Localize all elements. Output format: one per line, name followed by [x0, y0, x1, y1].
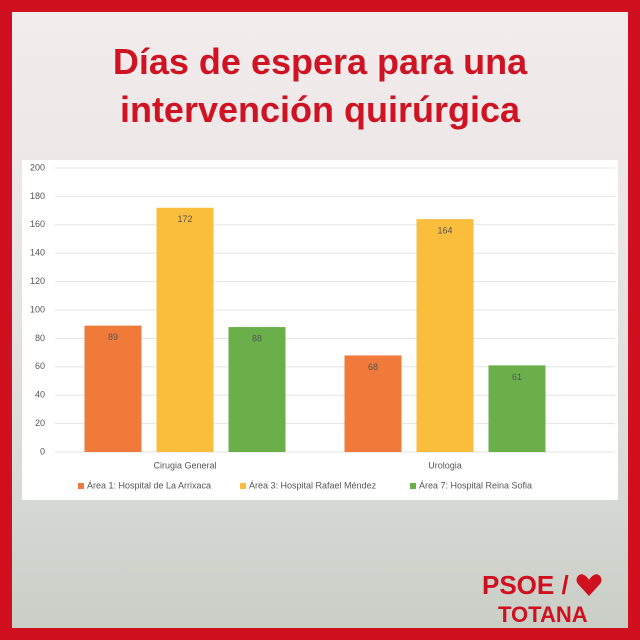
x-tick-label: Cirugia General	[153, 460, 216, 470]
legend-swatch	[78, 483, 84, 489]
y-tick-label: 20	[35, 418, 45, 428]
logo: PSOE /	[482, 570, 602, 601]
y-tick-label: 200	[30, 162, 45, 172]
value-label: 61	[512, 372, 522, 382]
bar	[156, 207, 214, 452]
y-tick-label: 60	[35, 361, 45, 371]
y-tick-label: 100	[30, 304, 45, 314]
bar	[416, 219, 474, 452]
y-tick-label: 140	[30, 248, 45, 258]
bar	[488, 365, 546, 452]
value-label: 88	[252, 333, 262, 343]
bar	[228, 327, 286, 452]
logo-text: PSOE /	[482, 570, 569, 600]
bar	[84, 325, 142, 452]
chart-title: Días de espera para una intervención qui…	[112, 41, 528, 130]
value-label: 68	[368, 362, 378, 372]
y-tick-label: 160	[30, 219, 45, 229]
value-label: 89	[108, 332, 118, 342]
bar	[344, 355, 402, 452]
y-tick-label: 80	[35, 333, 45, 343]
value-label: 164	[437, 225, 452, 235]
y-tick-label: 40	[35, 390, 45, 400]
legend-label: Área 3: Hospital Rafael Méndez	[249, 480, 377, 490]
y-tick-label: 0	[40, 446, 45, 456]
legend-swatch	[240, 483, 246, 489]
value-label: 172	[177, 214, 192, 224]
chart: 0 20 40 60 80 100 120 140 160 180 200 Cirugia Gener…	[22, 160, 618, 500]
y-tick-label: 180	[30, 191, 45, 201]
logo-sub: TOTANA	[498, 602, 588, 627]
legend-label: Área 1: Hospital de La Arrixaca	[87, 480, 211, 490]
legend-label: Área 7: Hospital Reina Sofia	[419, 480, 532, 490]
legend-swatch	[410, 483, 416, 489]
heart-icon	[576, 574, 602, 596]
y-tick-label: 120	[30, 276, 45, 286]
x-tick-label: Urologia	[428, 460, 462, 470]
